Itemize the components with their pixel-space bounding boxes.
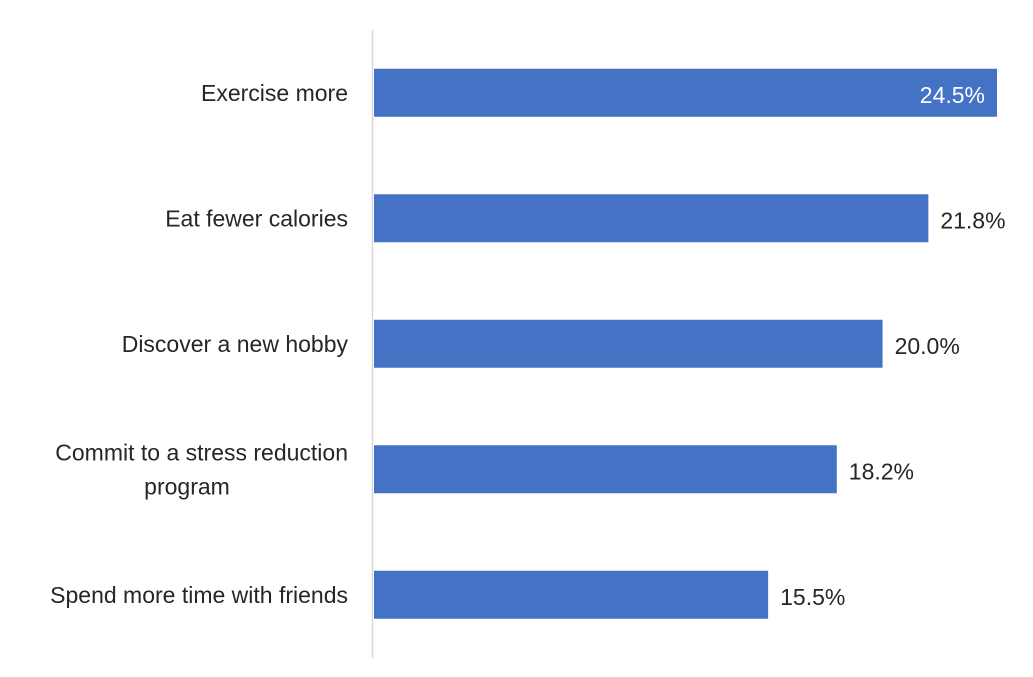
labels-layer: Exercise more 24.5% Eat fewer calories 21.8…	[50, 80, 1005, 610]
category-label: Discover a new hobby	[122, 331, 349, 357]
value-label: 18.2%	[849, 458, 914, 484]
value-label: 21.8%	[940, 207, 1005, 233]
bar	[374, 445, 837, 494]
category-label: Commit to a stress reduction	[55, 439, 348, 465]
bar	[374, 68, 997, 117]
category-label: Eat fewer calories	[165, 205, 348, 231]
value-label: 15.5%	[780, 584, 845, 610]
category-label: program	[144, 473, 230, 499]
value-label: 20.0%	[895, 333, 960, 359]
category-label: Exercise more	[201, 80, 348, 106]
bar	[374, 319, 883, 368]
bar	[374, 570, 769, 619]
bars-layer	[374, 68, 997, 619]
category-label: Spend more time with friends	[50, 582, 348, 608]
bar	[374, 194, 929, 243]
value-label: 24.5%	[920, 82, 985, 108]
